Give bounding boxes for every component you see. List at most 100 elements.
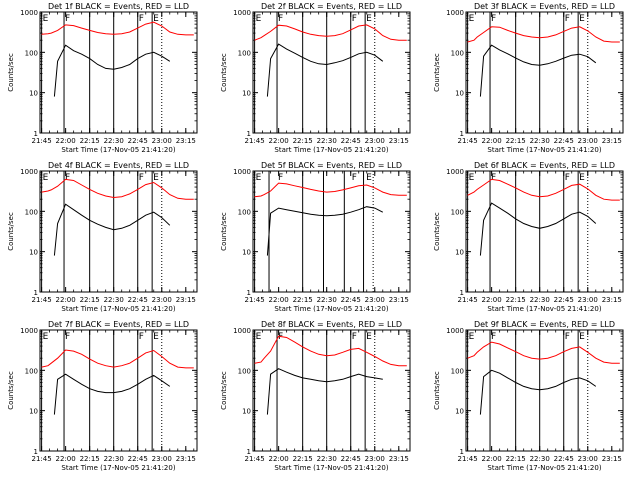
- marker-label: F: [139, 173, 144, 183]
- x-tick-label: 22:00: [269, 137, 289, 145]
- x-tick-label: 22:45: [128, 296, 148, 304]
- y-tick-label: 100: [238, 49, 251, 57]
- marker-label: F: [139, 14, 144, 24]
- x-tick-label: 22:45: [554, 455, 574, 463]
- panel-det-2: Det 2f BLACK = Events, RED = LLD 1 10 100 10…: [220, 2, 411, 154]
- x-tick-label: 23:00: [578, 296, 598, 304]
- y-tick-label: 1: [247, 448, 251, 456]
- y-tick-label: 1: [34, 130, 38, 138]
- marker-label: E: [43, 173, 49, 183]
- y-tick-label: 1: [460, 448, 464, 456]
- marker-label: E: [43, 332, 49, 342]
- x-axis-label: Start Time (17-Nov-05 21:41:20): [61, 464, 175, 472]
- x-tick-label: 22:45: [341, 296, 361, 304]
- x-axis-label: Start Time (17-Nov-05 21:41:20): [274, 146, 388, 154]
- x-axis-label: Start Time (17-Nov-05 21:41:20): [487, 305, 601, 313]
- x-tick-label: 22:30: [530, 296, 550, 304]
- x-tick-label: 21:45: [32, 296, 52, 304]
- marker-label: E: [256, 173, 262, 183]
- y-tick-label: 1: [247, 289, 251, 297]
- marker-label: E: [153, 14, 159, 24]
- x-tick-label: 23:15: [602, 455, 622, 463]
- y-tick-label: 100: [238, 367, 251, 375]
- x-tick-label: 22:30: [317, 296, 337, 304]
- x-tick-label: 21:45: [458, 296, 478, 304]
- panel-title: Det 1f BLACK = Events, RED = LLD: [48, 2, 189, 11]
- x-tick-label: 23:15: [176, 296, 196, 304]
- series-line-lld: [467, 178, 620, 201]
- y-tick-label: 1000: [446, 168, 464, 176]
- x-tick-label: 23:15: [176, 455, 196, 463]
- x-tick-label: 22:00: [269, 455, 289, 463]
- series-line-lld: [41, 21, 194, 36]
- x-tick-label: 22:15: [80, 455, 100, 463]
- plot-frame: [39, 329, 198, 452]
- series-line-lld: [254, 24, 407, 41]
- y-tick-label: 100: [451, 49, 464, 57]
- marker-label: E: [579, 173, 585, 183]
- panel-det-6: Det 6f BLACK = Events, RED = LLD 1 10 100 10…: [433, 161, 624, 313]
- x-tick-label: 22:15: [293, 455, 313, 463]
- marker-label: E: [469, 332, 475, 342]
- panel-det-1: Det 1f BLACK = Events, RED = LLD 1 10 100 10…: [7, 2, 198, 154]
- y-tick-label: 100: [451, 367, 464, 375]
- y-tick-label: 10: [455, 90, 464, 98]
- x-tick-label: 22:00: [56, 455, 76, 463]
- x-tick-label: 23:15: [602, 296, 622, 304]
- series-line-events: [266, 43, 384, 97]
- marker-label: F: [352, 14, 357, 24]
- marker-label: F: [565, 173, 570, 183]
- panel-title: Det 9f BLACK = Events, RED = LLD: [474, 320, 615, 329]
- series-line-lld: [41, 178, 194, 200]
- marker-label: E: [579, 332, 585, 342]
- x-tick-label: 23:00: [152, 296, 172, 304]
- x-tick-label: 23:00: [365, 455, 385, 463]
- x-tick-label: 21:45: [32, 137, 52, 145]
- x-tick-label: 21:45: [245, 137, 265, 145]
- x-tick-label: 23:00: [365, 137, 385, 145]
- x-axis-label: Start Time (17-Nov-05 21:41:20): [487, 146, 601, 154]
- y-axis-label: Counts/sec: [433, 212, 441, 251]
- marker-label: F: [565, 332, 570, 342]
- marker-label: E: [366, 173, 372, 183]
- plot-frame: [465, 329, 624, 452]
- x-tick-label: 22:30: [104, 455, 124, 463]
- y-tick-label: 1000: [233, 327, 251, 335]
- x-tick-label: 22:15: [506, 137, 526, 145]
- x-tick-label: 23:15: [176, 137, 196, 145]
- x-tick-label: 22:15: [506, 455, 526, 463]
- y-tick-label: 10: [242, 408, 251, 416]
- series-line-events: [266, 368, 383, 415]
- plot-frame: [465, 170, 624, 293]
- x-tick-label: 23:00: [152, 137, 172, 145]
- x-tick-label: 22:00: [482, 137, 502, 145]
- x-tick-label: 23:15: [389, 455, 409, 463]
- marker-label: F: [65, 14, 70, 24]
- y-axis-label: Counts/sec: [220, 212, 228, 251]
- x-axis-label: Start Time (17-Nov-05 21:41:20): [61, 146, 175, 154]
- y-tick-label: 10: [455, 249, 464, 257]
- plot-frame: [252, 11, 411, 134]
- x-tick-label: 22:45: [341, 455, 361, 463]
- y-tick-label: 100: [25, 367, 38, 375]
- y-tick-label: 10: [29, 408, 38, 416]
- x-tick-label: 22:45: [554, 296, 574, 304]
- plot-frame: [252, 329, 411, 452]
- x-tick-label: 22:30: [530, 137, 550, 145]
- marker-label: E: [43, 14, 49, 24]
- x-tick-label: 22:45: [341, 137, 361, 145]
- x-axis-label: Start Time (17-Nov-05 21:41:20): [274, 305, 388, 313]
- y-tick-label: 10: [242, 249, 251, 257]
- marker-label: F: [491, 14, 496, 24]
- y-axis-label: Counts/sec: [7, 371, 15, 410]
- series-line-events: [53, 44, 171, 97]
- marker-label: E: [256, 14, 262, 24]
- plot-frame: [465, 11, 624, 134]
- marker-label: F: [491, 173, 496, 183]
- x-tick-label: 22:00: [269, 296, 289, 304]
- marker-label: E: [366, 14, 372, 24]
- marker-label: F: [65, 332, 70, 342]
- x-tick-label: 22:00: [482, 296, 502, 304]
- y-axis-label: Counts/sec: [433, 53, 441, 92]
- marker-label: F: [65, 173, 70, 183]
